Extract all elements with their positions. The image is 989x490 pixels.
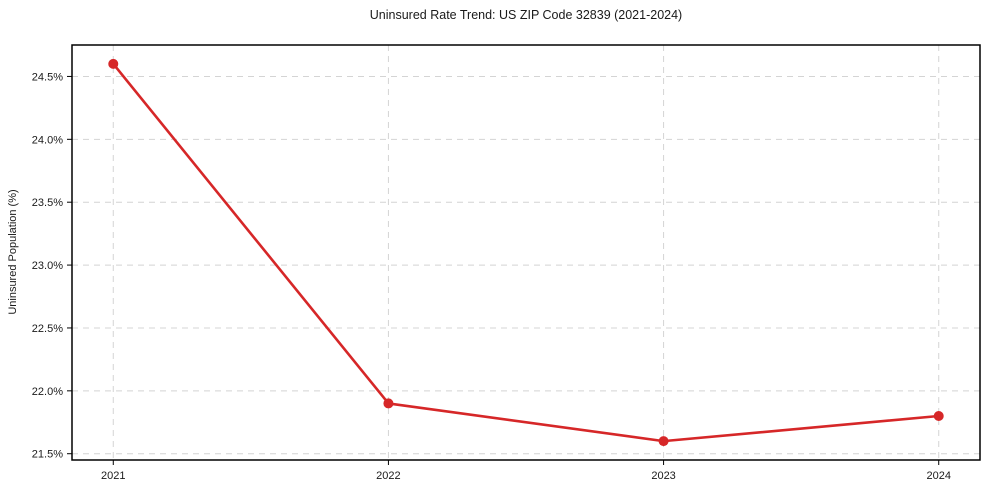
y-tick-label: 24.5% [32, 71, 63, 83]
data-point [658, 436, 669, 447]
y-tick-label: 23.0% [32, 260, 63, 272]
chart-title: Uninsured Rate Trend: US ZIP Code 32839 … [369, 8, 683, 22]
y-tick-label: 23.5% [32, 197, 63, 209]
x-tick-label: 2022 [376, 470, 400, 482]
x-tick-label: 2024 [926, 470, 950, 482]
data-line [111, 62, 941, 443]
y-tick-label: 22.0% [32, 386, 63, 398]
x-tick-label: 2021 [101, 470, 125, 482]
y-tick-label: 21.5% [32, 449, 63, 461]
data-point [108, 58, 119, 69]
data-point [933, 410, 944, 421]
data-point [383, 398, 394, 409]
plot-border [71, 44, 981, 461]
y-tick-label: 22.5% [32, 323, 63, 335]
y-tick-label: 24.0% [32, 134, 63, 146]
x-tick-label: 2023 [651, 470, 675, 482]
